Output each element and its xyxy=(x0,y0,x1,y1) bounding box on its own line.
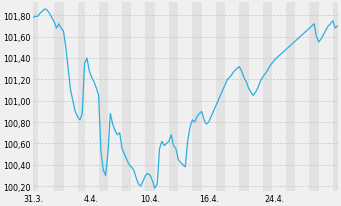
Bar xyxy=(77,4,85,192)
Bar xyxy=(192,4,202,192)
Bar xyxy=(216,4,225,192)
Bar xyxy=(286,4,295,192)
Bar xyxy=(263,4,272,192)
Bar xyxy=(122,4,131,192)
Bar xyxy=(54,4,63,192)
Bar xyxy=(239,4,249,192)
Bar xyxy=(146,4,155,192)
Bar xyxy=(333,4,341,192)
Bar xyxy=(33,4,38,192)
Bar xyxy=(309,4,319,192)
Bar xyxy=(169,4,178,192)
Bar xyxy=(99,4,108,192)
